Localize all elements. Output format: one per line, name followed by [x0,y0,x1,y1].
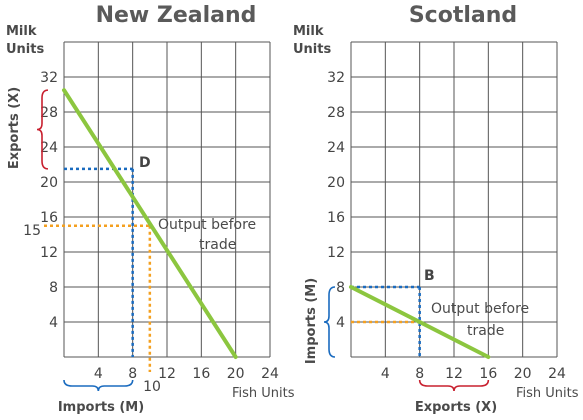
nz-exports-label: Exports (X) [7,87,22,169]
sc-grid [350,41,558,358]
sc-y-ticks: 4 8 12 16 20 24 28 32 [327,70,345,331]
nz-ylabel-line1: Milk [6,24,37,39]
sc-x-ticks: 4 8 12 16 20 24 [381,366,566,382]
sc-x-tick-label: 24 [548,366,566,382]
nz-x-tick-label: 4 [94,366,103,382]
nz-x-tick-label: 8 [128,366,137,382]
nz-title: New Zealand [96,3,257,28]
nz-y-tick-label: 24 [40,140,58,156]
sc-point-b-label: B [424,268,435,284]
nz-imports-label: Imports (M) [58,400,144,415]
nz-xlabel: Fish Units [232,386,295,401]
sc-y-tick-label: 12 [327,245,345,261]
nz-x-tick-label: 20 [227,366,245,382]
sc-y-tick-label: 20 [327,175,345,191]
nz-y-tick-label: 12 [40,245,58,261]
nz-annotation-line2: trade [199,237,236,253]
sc-imports-brace [323,286,336,358]
nz-x-ticks: 4 8 12 16 20 24 [94,366,279,382]
sc-x-tick-label: 20 [514,366,532,382]
chart-scotland: Scotland Milk Units 4 8 12 16 20 24 28 32 4 8 12 1… [293,3,579,415]
nz-y-tick-label: 8 [49,280,58,296]
sc-production-line [349,285,491,359]
nz-extra-x-label: 10 [143,379,161,395]
sc-x-tick-label: 8 [415,366,424,382]
sc-annotation-line1: Output before [431,301,529,317]
sc-y-tick-label: 8 [336,280,345,296]
sc-y-tick-label: 16 [327,210,345,226]
sc-x-tick-label: 12 [445,366,463,382]
sc-y-tick-label: 4 [336,315,345,331]
sc-annotation-line2: trade [467,323,504,339]
nz-exports-brace [36,89,49,170]
nz-imports-brace [63,379,134,392]
nz-ylabel-line2: Units [6,42,44,57]
sc-y-tick-label: 28 [327,105,345,121]
sc-xlabel: Fish Units [516,386,579,401]
sc-title: Scotland [409,3,517,28]
nz-production-line [62,88,238,359]
sc-exports-label: Exports (X) [415,400,497,415]
nz-extra-y-label: 15 [23,223,41,239]
nz-y-tick-label: 16 [40,210,58,226]
sc-ylabel-line2: Units [293,42,331,57]
sc-y-tick-label: 32 [327,70,345,86]
nz-x-tick-label: 12 [158,366,176,382]
nz-annotation-line1: Output before [158,217,256,233]
nz-point-d-label: D [139,155,151,171]
nz-y-ticks: 4 8 12 16 20 24 28 32 [40,70,58,331]
sc-y-tick-label: 24 [327,140,345,156]
nz-y-tick-label: 32 [40,70,58,86]
nz-y-tick-label: 4 [49,315,58,331]
sc-x-tick-label: 16 [479,366,497,382]
sc-exports-brace [418,379,490,392]
sc-x-tick-label: 4 [381,366,390,382]
nz-x-tick-label: 24 [261,366,279,382]
nz-x-tick-label: 16 [192,366,210,382]
nz-y-tick-label: 28 [40,105,58,121]
nz-y-tick-label: 20 [40,175,58,191]
sc-ylabel-line1: Milk [293,24,324,39]
sc-imports-label: Imports (M) [304,278,319,364]
nz-grid [63,41,271,358]
chart-new-zealand: New Zealand Milk Units 4 8 12 16 20 24 28 32 4 8… [6,3,295,415]
